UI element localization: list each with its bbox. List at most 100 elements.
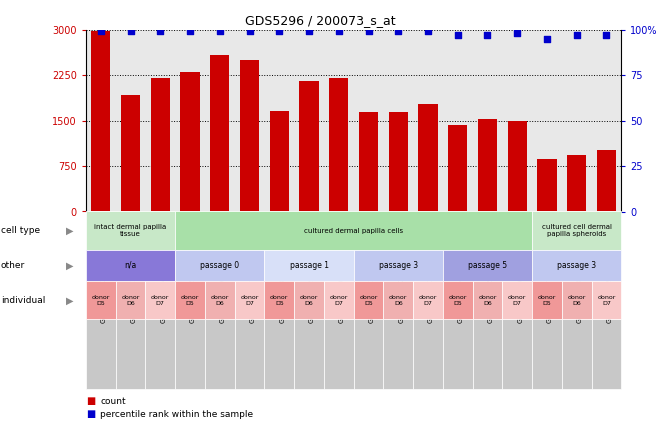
Text: donor
D5: donor D5 (92, 295, 110, 306)
Text: passage 0: passage 0 (200, 261, 239, 270)
Text: GSM1090245: GSM1090245 (487, 276, 494, 323)
FancyBboxPatch shape (413, 319, 443, 389)
Bar (329, 78, 348, 212)
Text: GDS5296 / 200073_s_at: GDS5296 / 200073_s_at (245, 14, 396, 27)
Text: passage 1: passage 1 (290, 261, 329, 270)
FancyBboxPatch shape (592, 319, 621, 389)
Point (571, 32, 582, 38)
Point (184, 28, 196, 35)
Bar (478, 119, 497, 212)
Text: GSM1090240: GSM1090240 (338, 276, 345, 323)
Point (393, 28, 403, 35)
Point (244, 28, 254, 35)
Text: GSM1090234: GSM1090234 (160, 276, 167, 323)
Point (274, 28, 284, 35)
Point (512, 30, 522, 37)
Bar (91, 31, 110, 212)
Text: other: other (1, 261, 25, 270)
Bar (418, 104, 438, 212)
Point (422, 28, 433, 35)
Text: donor
D5: donor D5 (181, 295, 199, 306)
FancyBboxPatch shape (473, 319, 502, 389)
Point (96, 28, 106, 35)
Text: ▶: ▶ (65, 295, 73, 305)
Bar (240, 60, 259, 212)
Text: donor
D7: donor D7 (508, 295, 526, 306)
FancyBboxPatch shape (443, 319, 473, 389)
Text: GSM1090247: GSM1090247 (547, 276, 553, 323)
Text: donor
D5: donor D5 (360, 295, 377, 306)
Bar (567, 154, 586, 212)
Text: GSM1090239: GSM1090239 (309, 276, 315, 323)
Text: percentile rank within the sample: percentile rank within the sample (100, 410, 254, 419)
FancyBboxPatch shape (502, 319, 532, 389)
Text: donor
D5: donor D5 (449, 295, 467, 306)
Text: GSM1090235: GSM1090235 (190, 276, 196, 323)
Text: ■: ■ (86, 396, 95, 406)
Bar (121, 95, 140, 212)
Text: GSM1090232: GSM1090232 (101, 276, 107, 323)
Text: GSM1090236: GSM1090236 (219, 276, 226, 323)
FancyBboxPatch shape (324, 319, 354, 389)
Text: donor
D7: donor D7 (151, 295, 169, 306)
Bar (389, 112, 408, 212)
Text: cultured cell dermal
papilla spheroids: cultured cell dermal papilla spheroids (542, 224, 611, 237)
Text: cultured dermal papilla cells: cultured dermal papilla cells (304, 228, 403, 233)
FancyBboxPatch shape (562, 319, 592, 389)
Text: donor
D7: donor D7 (330, 295, 348, 306)
Point (601, 32, 611, 38)
Text: GSM1090238: GSM1090238 (279, 276, 286, 323)
Text: passage 3: passage 3 (379, 261, 418, 270)
Point (482, 32, 492, 38)
Text: donor
D6: donor D6 (389, 295, 407, 306)
Text: intact dermal papilla
tissue: intact dermal papilla tissue (95, 224, 167, 237)
Text: donor
D6: donor D6 (479, 295, 496, 306)
Bar (508, 121, 527, 212)
Text: donor
D7: donor D7 (241, 295, 258, 306)
Text: GSM1090243: GSM1090243 (428, 276, 434, 323)
Text: n/a: n/a (124, 261, 137, 270)
FancyBboxPatch shape (383, 319, 413, 389)
Text: GSM1090241: GSM1090241 (368, 276, 375, 323)
FancyBboxPatch shape (264, 319, 294, 389)
Text: GSM1090237: GSM1090237 (249, 276, 256, 323)
Text: GSM1090242: GSM1090242 (398, 276, 405, 323)
FancyBboxPatch shape (294, 319, 324, 389)
FancyBboxPatch shape (86, 319, 116, 389)
Point (214, 28, 225, 35)
Text: GSM1090233: GSM1090233 (130, 276, 137, 323)
Bar (180, 72, 200, 212)
Text: ■: ■ (86, 409, 95, 419)
Bar (299, 81, 319, 212)
FancyBboxPatch shape (532, 319, 562, 389)
Bar (537, 159, 557, 212)
Text: donor
D6: donor D6 (300, 295, 318, 306)
Bar (151, 78, 170, 212)
Point (363, 28, 373, 35)
Text: GSM1090248: GSM1090248 (576, 276, 583, 323)
FancyBboxPatch shape (145, 319, 175, 389)
Point (452, 32, 463, 38)
FancyBboxPatch shape (116, 319, 145, 389)
Text: donor
D5: donor D5 (538, 295, 556, 306)
Text: donor
D7: donor D7 (598, 295, 615, 306)
Bar (448, 125, 467, 212)
Point (333, 28, 344, 35)
Text: cell type: cell type (1, 226, 40, 235)
Text: GSM1090249: GSM1090249 (606, 276, 613, 323)
Text: passage 5: passage 5 (468, 261, 507, 270)
Point (303, 28, 314, 35)
Text: individual: individual (1, 296, 45, 305)
Bar (270, 112, 289, 212)
FancyBboxPatch shape (354, 319, 383, 389)
FancyBboxPatch shape (205, 319, 235, 389)
Text: donor
D6: donor D6 (122, 295, 139, 306)
Text: donor
D5: donor D5 (270, 295, 288, 306)
Text: GSM1090246: GSM1090246 (517, 276, 524, 323)
FancyBboxPatch shape (235, 319, 264, 389)
Text: ▶: ▶ (65, 225, 73, 236)
Bar (210, 55, 229, 212)
Text: donor
D7: donor D7 (419, 295, 437, 306)
Text: passage 3: passage 3 (557, 261, 596, 270)
Text: donor
D6: donor D6 (211, 295, 229, 306)
